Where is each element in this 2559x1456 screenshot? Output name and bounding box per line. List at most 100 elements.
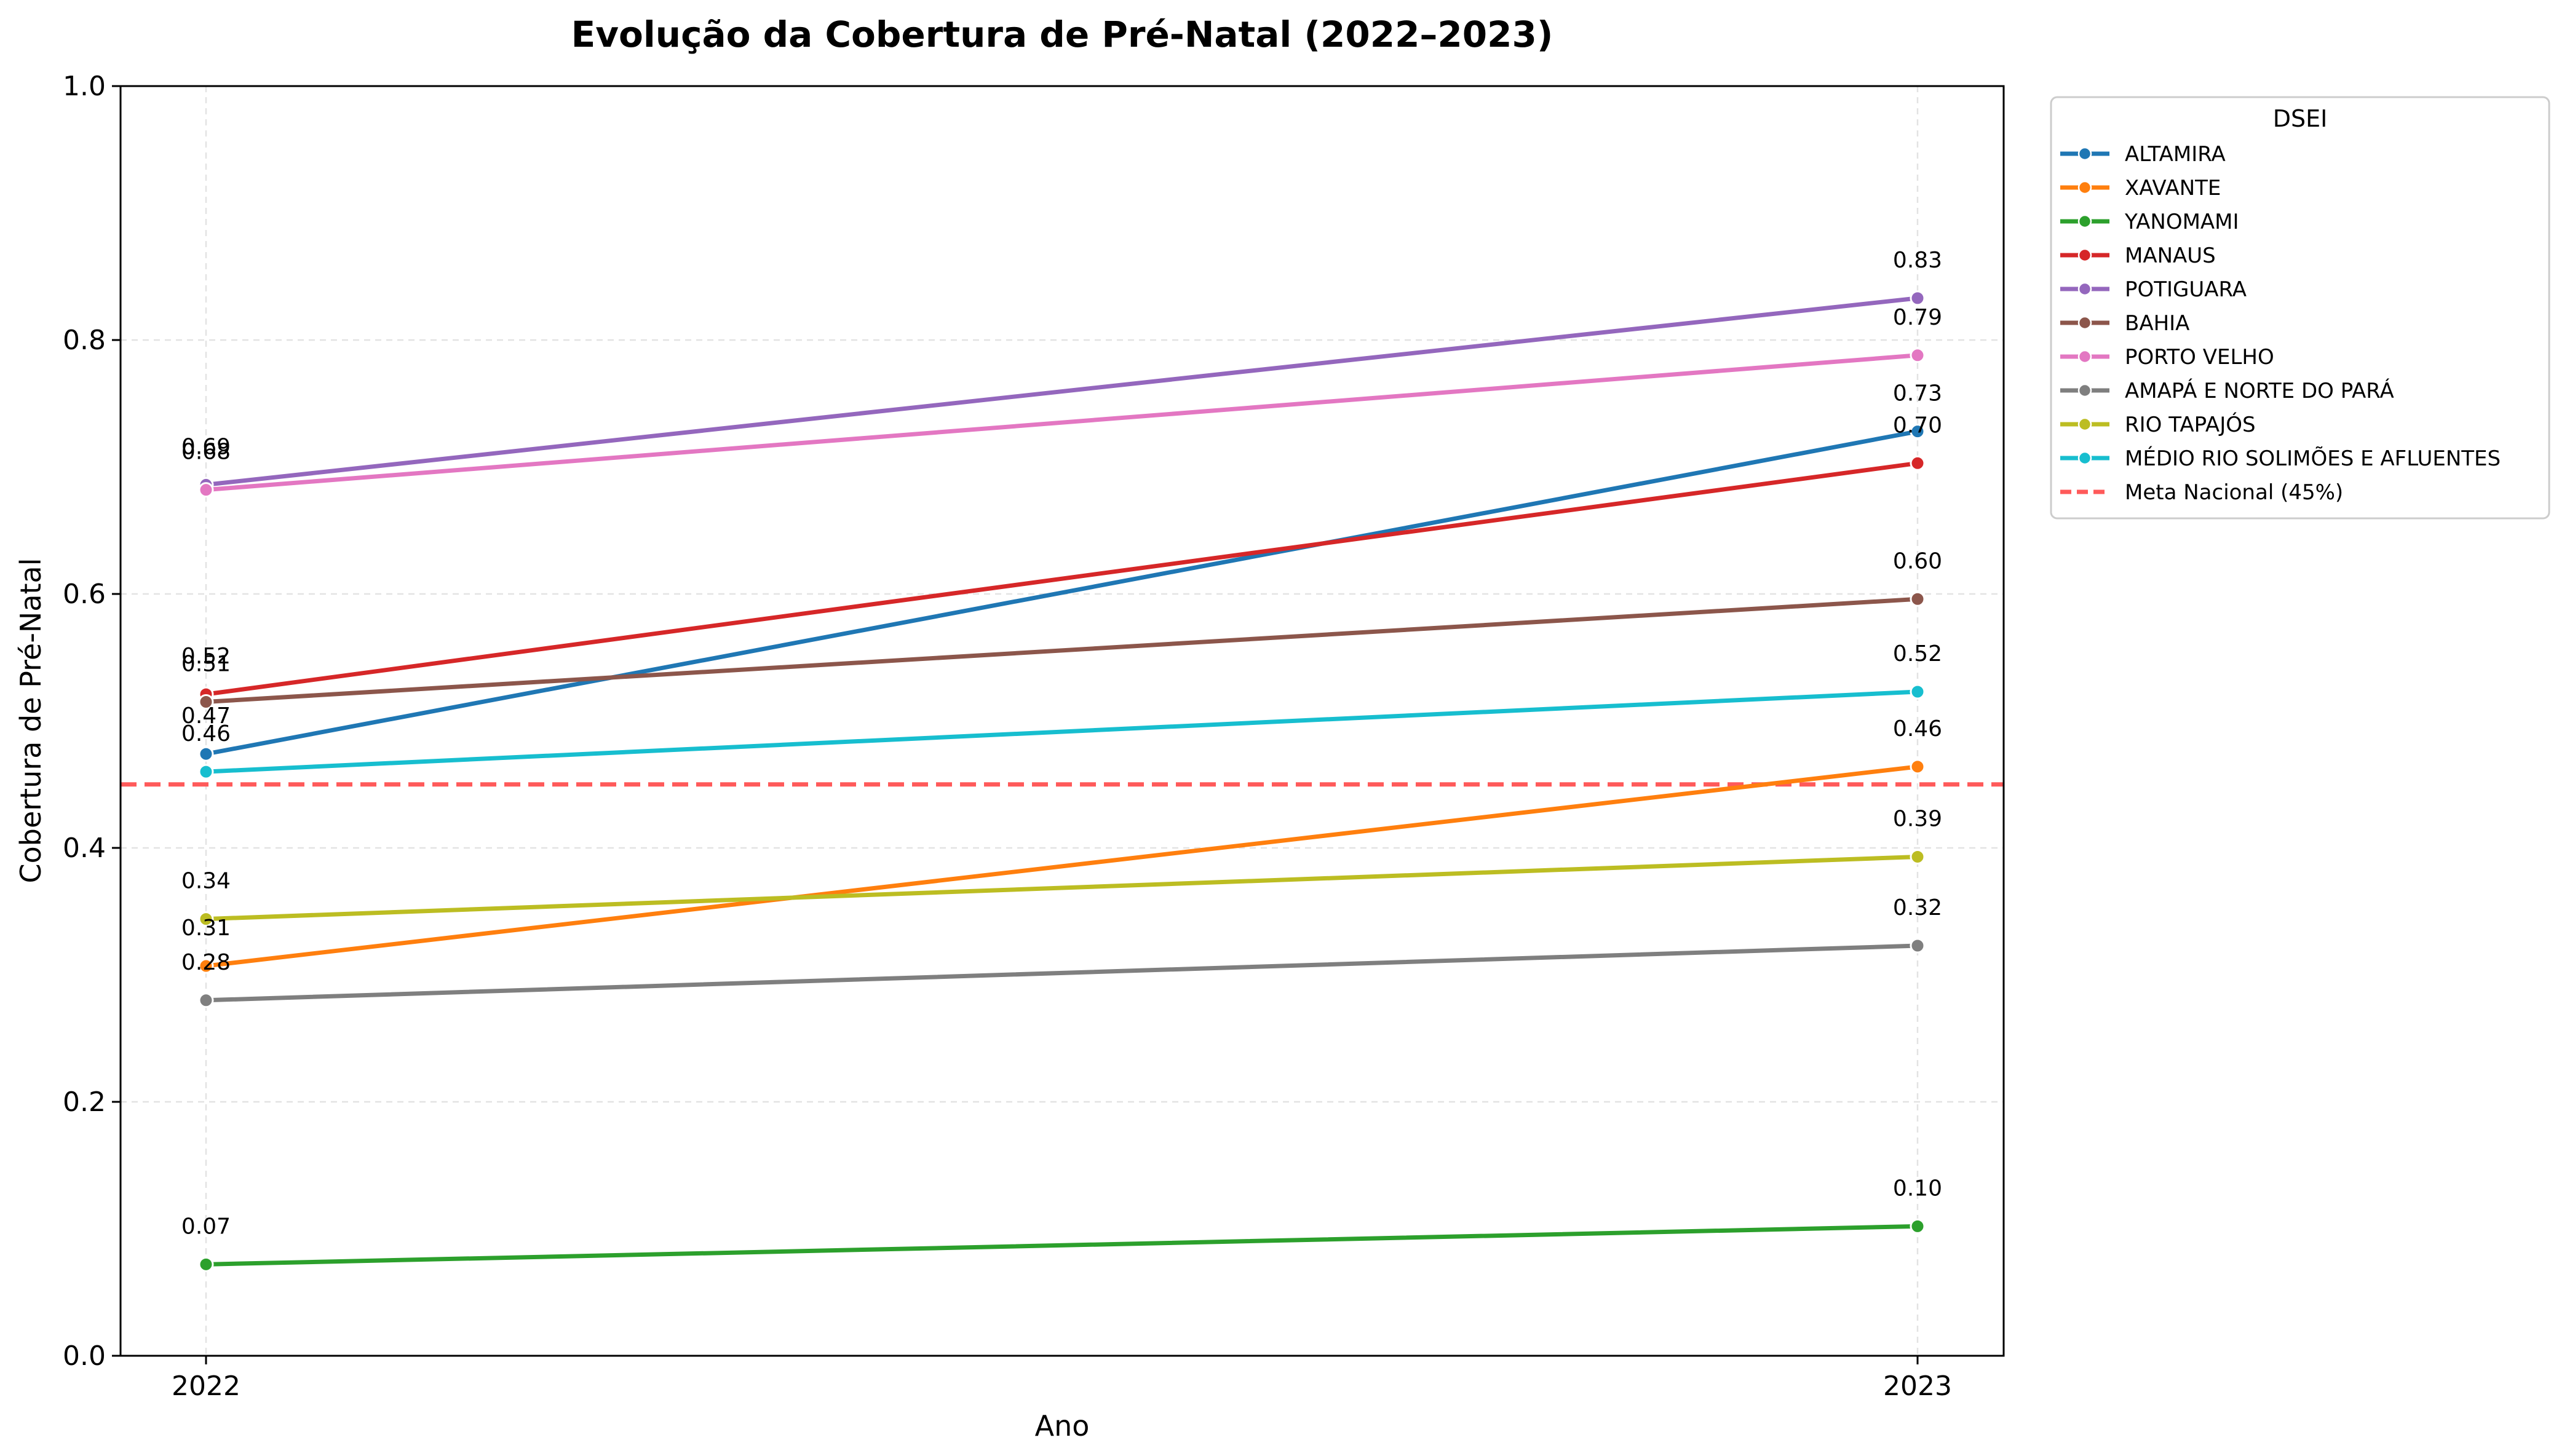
legend-label: MÉDIO RIO SOLIMÕES E AFLUENTES [2125, 446, 2501, 471]
data-label: 0.46 [181, 721, 231, 746]
data-point [198, 746, 214, 762]
legend-item: BAHIA [2060, 311, 2189, 336]
data-point [198, 992, 214, 1008]
legend-item: AMAPÁ E NORTE DO PARÁ [2060, 378, 2394, 403]
series-porto-velho [198, 347, 1926, 498]
legend-item: MÉDIO RIO SOLIMÕES E AFLUENTES [2060, 446, 2501, 471]
data-point [1910, 424, 1926, 440]
data-point [1910, 290, 1926, 306]
series-line [204, 596, 1920, 705]
legend-label: RIO TAPAJÓS [2125, 412, 2256, 437]
legend-label: MANAUS [2125, 243, 2216, 268]
data-point [198, 764, 214, 780]
legend-label: ALTAMIRA [2125, 142, 2226, 167]
data-label: 0.70 [1893, 413, 1942, 438]
data-label: 0.52 [181, 644, 231, 669]
data-point [198, 694, 214, 710]
legend-item: ALTAMIRA [2060, 142, 2226, 167]
data-point [198, 911, 214, 927]
legend-item: XAVANTE [2060, 176, 2221, 200]
y-tick-label: 0.0 [63, 1340, 106, 1372]
series-line [204, 943, 1920, 1003]
legend-marker [2077, 349, 2092, 364]
series-line [204, 854, 1920, 922]
data-point [1910, 938, 1926, 954]
y-axis-label: Cobertura de Pré-Natal [14, 558, 47, 883]
data-label: 0.47 [181, 703, 231, 729]
y-tick-label: 1.0 [63, 71, 106, 102]
data-point [1910, 455, 1926, 471]
data-label: 0.34 [181, 869, 231, 894]
legend-marker [2077, 315, 2092, 330]
legend-marker [2077, 180, 2092, 195]
legend-marker [2077, 451, 2092, 465]
data-point [1910, 347, 1926, 363]
legend-box [2050, 96, 2550, 520]
data-label: 0.83 [1893, 248, 1942, 273]
series-altamira [198, 424, 1926, 762]
y-tick-label: 0.6 [63, 579, 106, 610]
legend-item: MANAUS [2060, 243, 2216, 268]
legend-item: Meta Nacional (45%) [2060, 480, 2343, 505]
data-label: 0.46 [1893, 716, 1942, 742]
series-amap-e-norte-do-par- [198, 938, 1926, 1008]
data-label: 0.31 [181, 916, 231, 941]
legend-label: Meta Nacional (45%) [2125, 480, 2343, 505]
data-label: 0.60 [1893, 548, 1942, 574]
series-layer [198, 290, 1926, 1272]
data-point [198, 958, 214, 974]
legend-label: AMAPÁ E NORTE DO PARÁ [2125, 378, 2394, 403]
legend-marker [2077, 383, 2092, 398]
y-tick-label: 0.4 [63, 833, 106, 864]
data-point [198, 1256, 214, 1272]
data-label: 0.32 [1893, 895, 1942, 920]
legend-marker [2077, 248, 2092, 263]
legend-item: YANOMAMI [2060, 210, 2239, 234]
series-yanomami [198, 1218, 1926, 1272]
data-label: 0.07 [181, 1214, 231, 1239]
series-xavante [198, 759, 1926, 974]
data-point [1910, 591, 1926, 607]
data-point [1910, 1218, 1926, 1234]
data-label: 0.39 [1893, 806, 1942, 831]
y-tick-label: 0.8 [63, 325, 106, 356]
data-label: 0.73 [1893, 381, 1942, 406]
legend-label: YANOMAMI [2124, 210, 2239, 234]
series-line [204, 296, 1920, 487]
legend-title: DSEI [2273, 105, 2328, 132]
data-point [198, 482, 214, 498]
x-tick-label: 2023 [1883, 1371, 1952, 1402]
data-label: 0.28 [181, 950, 231, 975]
data-point [1910, 849, 1926, 865]
chart-title: Evolução da Cobertura de Pré-Natal (2022… [571, 14, 1553, 55]
series-bahia [198, 591, 1926, 710]
plot-area-frame [119, 85, 2005, 1357]
legend-item: PORTO VELHO [2060, 345, 2274, 370]
legend-label: PORTO VELHO [2125, 345, 2274, 370]
legend: DSEI ALTAMIRA XAVANTE YANOMAMI MANAUS POTIGU… [2050, 96, 2550, 520]
data-labels: 0.47 0.73 0.31 0.46 0.07 0.10 0.52 0.70 0.69 0.83… [181, 248, 1942, 1239]
legend-item: POTIGUARA [2060, 277, 2247, 302]
series-line [204, 353, 1920, 493]
series-rio-tapaj-s [198, 849, 1926, 927]
legend-items: ALTAMIRA XAVANTE YANOMAMI MANAUS POTIGUARA BA… [2060, 142, 2501, 505]
data-label: 0.68 [181, 440, 231, 465]
series-line [204, 689, 1920, 774]
legend-label: XAVANTE [2125, 176, 2221, 200]
data-point [1910, 759, 1926, 775]
data-label: 0.69 [181, 434, 231, 459]
legend-item: RIO TAPAJÓS [2060, 412, 2256, 437]
legend-marker [2077, 146, 2092, 161]
series-line [204, 1224, 1920, 1267]
legend-label: BAHIA [2125, 311, 2189, 336]
y-axis: 0.0 0.2 0.4 0.6 0.8 1.0 [63, 71, 121, 1372]
x-axis-label: Ano [1035, 1409, 1090, 1442]
data-label: 0.51 [181, 652, 231, 677]
legend-marker [2077, 282, 2092, 296]
data-label: 0.52 [1893, 641, 1942, 667]
series-line [204, 461, 1920, 697]
legend-label: POTIGUARA [2125, 277, 2247, 302]
x-axis: 2022 2023 [172, 1356, 1952, 1402]
